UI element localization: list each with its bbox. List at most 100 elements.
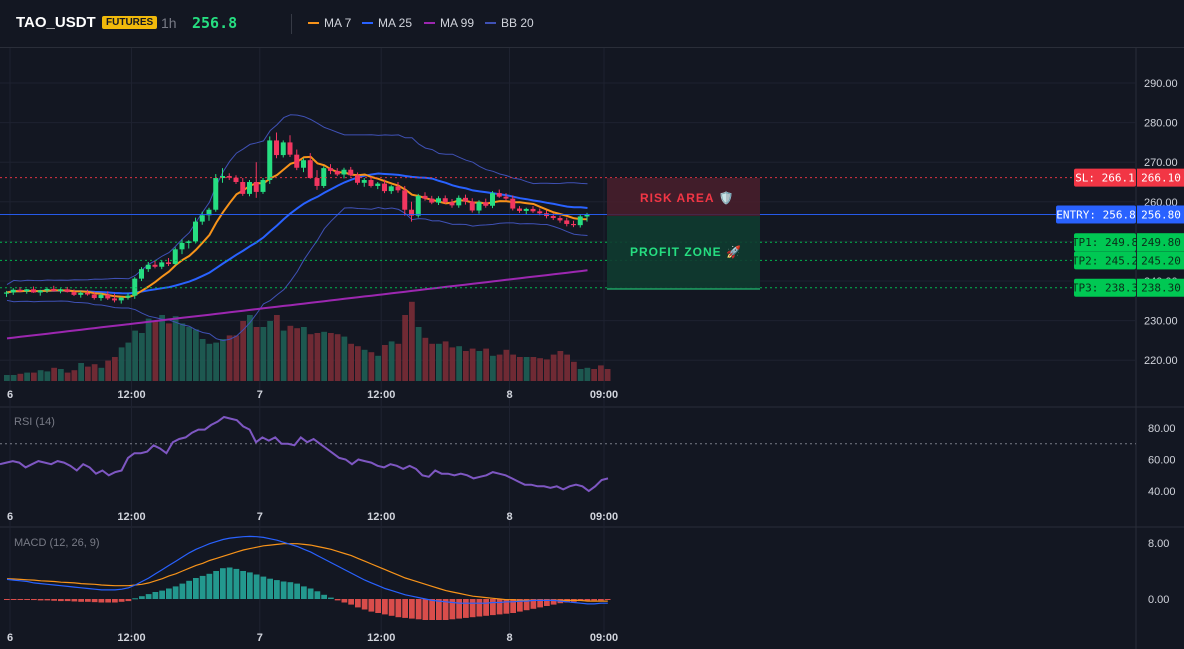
level-tag-label-tp3: TP3: 238.3 xyxy=(1072,282,1138,295)
volume-bar xyxy=(395,343,402,381)
volume-bar xyxy=(382,345,388,381)
macd-histogram-bar xyxy=(341,599,348,603)
candle-body xyxy=(382,183,387,192)
legend-bb20[interactable]: BB 20 xyxy=(485,16,534,30)
time-tick-label: 7 xyxy=(257,389,263,401)
rsi-panel[interactable] xyxy=(0,415,1136,493)
macd-histogram-bar xyxy=(544,599,550,606)
time-tick-label: 8 xyxy=(506,511,512,523)
candle-body xyxy=(78,292,84,295)
volume-bar xyxy=(287,325,294,381)
trade-levels xyxy=(0,177,1136,289)
volume-bar xyxy=(591,369,597,381)
candle-body xyxy=(172,249,178,264)
candle-body xyxy=(314,178,320,186)
volume-bar xyxy=(463,351,469,381)
macd-histogram-bar xyxy=(78,599,84,602)
candle-body xyxy=(274,140,279,156)
volume-bar xyxy=(253,327,260,381)
macd-histogram-bar xyxy=(456,599,462,619)
macd-histogram-bar xyxy=(368,599,375,612)
candle-body xyxy=(125,295,131,298)
candle-body xyxy=(58,289,63,291)
candle-body xyxy=(517,208,522,211)
macd-panel[interactable] xyxy=(4,535,611,620)
volume-bar xyxy=(105,360,111,381)
volume-bar xyxy=(24,372,30,381)
candle-body xyxy=(496,193,502,197)
macd-histogram-bar xyxy=(314,591,321,599)
candle-body xyxy=(442,198,448,203)
candles[interactable] xyxy=(4,132,590,304)
candle-body xyxy=(449,202,455,206)
candle-body xyxy=(98,294,104,299)
time-tick-label: 6 xyxy=(7,632,13,644)
macd-histogram-bar xyxy=(274,580,280,599)
symbol-title[interactable]: TAO_USDT xyxy=(16,14,96,31)
candle-body xyxy=(206,209,212,216)
ma99-line xyxy=(6,269,588,340)
volume-bar xyxy=(132,330,138,381)
macd-histogram-bar xyxy=(604,599,611,600)
macd-histogram-bar xyxy=(118,599,125,602)
macd-histogram-bar xyxy=(17,599,24,600)
candle-body xyxy=(85,292,90,295)
volume-bar xyxy=(557,351,564,381)
candle-body xyxy=(456,197,462,206)
macd-histogram-bar xyxy=(476,599,483,617)
volume-bar xyxy=(125,342,132,381)
timeframe-label[interactable]: 1h xyxy=(161,15,177,31)
candle-body xyxy=(550,216,556,219)
macd-histogram-bar xyxy=(85,599,91,602)
volume-bar xyxy=(247,315,253,381)
level-price-label-tp3: 238.30 xyxy=(1141,282,1181,295)
time-tick-label: 8 xyxy=(506,632,512,644)
price-tick-label: 230.00 xyxy=(1144,316,1178,328)
legend-ma25[interactable]: MA 25 xyxy=(362,16,412,30)
time-tick-label: 12:00 xyxy=(367,511,395,523)
macd-histogram-bar xyxy=(449,599,456,620)
macd-histogram-bar xyxy=(152,592,159,599)
macd-histogram-bar xyxy=(496,599,503,615)
macd-histogram-bar xyxy=(598,599,604,601)
volume-bar xyxy=(294,328,300,381)
volume-bar xyxy=(328,333,334,381)
volume-bar xyxy=(598,365,604,381)
volume-bar xyxy=(422,337,429,381)
volume-bar xyxy=(4,375,10,381)
candle-body xyxy=(260,180,266,192)
legend-ma99[interactable]: MA 99 xyxy=(424,16,474,30)
price-tick-label: 270.00 xyxy=(1144,157,1178,169)
volume-bar xyxy=(267,321,273,381)
volume-bar xyxy=(166,323,172,381)
candle-body xyxy=(199,215,205,222)
volume-bar xyxy=(199,339,206,381)
macd-histogram-bar xyxy=(37,599,44,601)
volume-bar xyxy=(85,366,91,381)
macd-histogram-bar xyxy=(402,599,408,618)
volume-bar xyxy=(301,327,307,381)
volume-bar xyxy=(186,327,192,381)
macd-histogram-bar xyxy=(361,599,368,610)
time-tick-label: 6 xyxy=(7,511,13,523)
last-price: 256.8 xyxy=(192,14,238,32)
legend-ma7[interactable]: MA 7 xyxy=(308,16,351,30)
level-tags: SL: 266.1 266.10 ENTRY: 256.8 256.80 TP1: 24… xyxy=(1056,168,1184,297)
macd-histogram-bar xyxy=(4,599,10,600)
volume-bar xyxy=(456,346,462,381)
volume-bar xyxy=(226,335,233,381)
macd-histogram-bar xyxy=(510,599,516,613)
macd-histogram-bar xyxy=(301,586,307,599)
macd-histogram-bar xyxy=(260,576,267,599)
time-tick-label: 09:00 xyxy=(590,632,618,644)
volume-bar xyxy=(91,364,98,381)
macd-histogram-bar xyxy=(166,588,172,599)
macd-tick-label: 0.00 xyxy=(1148,594,1169,606)
macd-histogram-bar xyxy=(58,599,64,602)
volume-bar xyxy=(152,321,159,381)
level-tag-label-tp1: TP1: 249.8 xyxy=(1072,236,1138,249)
candle-body xyxy=(429,198,435,203)
volume-bar xyxy=(483,348,489,381)
macd-histogram-bar xyxy=(91,599,98,603)
